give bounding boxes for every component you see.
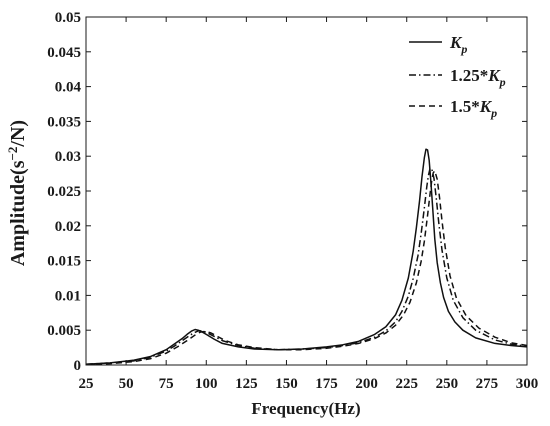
y-tick-label: 0.04 <box>55 80 82 96</box>
legend-label-2: 1.25*Kp <box>450 66 506 89</box>
y-axis-title-tail: /N) <box>7 120 29 148</box>
legend-symbol: K <box>487 66 501 85</box>
legend-symbol: K <box>449 33 463 52</box>
x-tick-label: 75 <box>159 376 174 392</box>
series-line-2 <box>85 167 528 366</box>
y-tick-label: 0.05 <box>55 10 81 26</box>
x-tick-label: 100 <box>195 376 218 392</box>
series-layer <box>85 148 528 366</box>
x-tick-label: 150 <box>275 376 298 392</box>
y-tick-label: 0.005 <box>47 323 81 339</box>
series-line-3 <box>85 170 528 366</box>
y-tick-label: 0.02 <box>55 219 81 235</box>
y-tick-label: 0.045 <box>47 45 81 61</box>
y-tick-label: 0.03 <box>55 149 81 165</box>
y-tick-label: 0.035 <box>47 114 81 130</box>
x-tick-label: 200 <box>355 376 378 392</box>
legend-symbol: K <box>479 97 493 116</box>
y-axis-ticks: 0 0.005 0.01 0.015 0.02 0.025 0.03 0.035 0.04 0.0… <box>47 10 527 374</box>
legend-label-3: 1.5*Kp <box>450 97 497 120</box>
legend-subscript: p <box>460 42 467 56</box>
x-tick-label: 300 <box>516 376 539 392</box>
legend-subscript: p <box>490 106 497 120</box>
y-axis-title: Amplitude(s−2/N) <box>5 120 29 266</box>
x-tick-label: 250 <box>436 376 459 392</box>
x-tick-label: 175 <box>315 376 338 392</box>
x-tick-label: 125 <box>235 376 258 392</box>
legend-label-1: Kp <box>449 33 467 56</box>
y-tick-label: 0 <box>74 358 82 374</box>
y-tick-label: 0.015 <box>47 254 81 270</box>
x-tick-label: 25 <box>79 376 94 392</box>
y-tick-label: 0.025 <box>47 184 81 200</box>
x-tick-label: 50 <box>119 376 134 392</box>
x-axis-ticks: 25 50 75 100 125 150 175 200 225 250 275 300 <box>79 17 539 392</box>
series-line-1 <box>85 148 528 366</box>
legend-prefix: 1.5* <box>450 97 480 116</box>
x-tick-label: 225 <box>395 376 418 392</box>
legend-prefix: 1.25* <box>450 66 488 85</box>
x-tick-label: 275 <box>476 376 499 392</box>
x-axis-title: Frequency(Hz) <box>251 399 360 418</box>
y-tick-label: 0.01 <box>55 288 81 304</box>
legend: Kp1.25*Kp1.5*Kp <box>409 33 506 120</box>
legend-subscript: p <box>499 75 506 89</box>
y-axis-title-main: Amplitude(s <box>7 160 29 266</box>
y-axis-title-superscript: −2 <box>5 147 20 161</box>
